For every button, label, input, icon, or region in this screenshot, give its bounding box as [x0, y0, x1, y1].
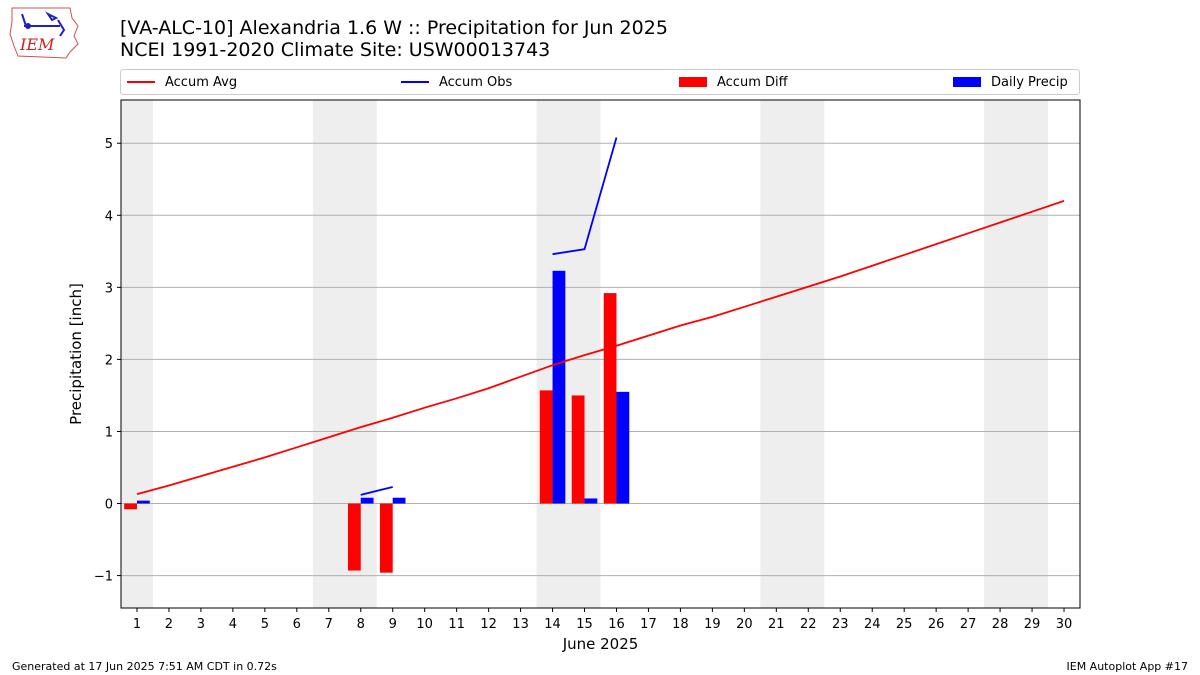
- accum-diff-bar: [571, 395, 585, 504]
- accum-diff-bar: [379, 503, 393, 573]
- x-tick-label: 17: [640, 617, 657, 632]
- daily-precip-bar: [360, 497, 374, 504]
- x-tick-label: 10: [416, 617, 433, 632]
- legend-swatch-accum-obs: [401, 81, 429, 83]
- accum-obs-line: [552, 137, 618, 256]
- y-tick-label: −1: [94, 570, 113, 585]
- x-tick-label: 19: [704, 617, 721, 632]
- y-tick-label: 2: [105, 353, 113, 368]
- footer-app-text: IEM Autoplot App #17: [1066, 660, 1189, 673]
- accum-obs-line: [360, 486, 393, 496]
- x-tick-label: 20: [736, 617, 753, 632]
- y-tick-label: 0: [105, 498, 113, 513]
- x-tick-label: 6: [293, 617, 301, 632]
- y-tick-label: 4: [105, 209, 113, 224]
- x-tick-label: 2: [165, 617, 173, 632]
- accum-avg-line: [136, 200, 1065, 496]
- x-tick-label: 13: [512, 617, 529, 632]
- x-tick-label: 30: [1056, 617, 1073, 632]
- x-tick-label: 4: [229, 617, 237, 632]
- legend-swatch-accum-diff: [679, 77, 707, 87]
- x-tick-label: 29: [1024, 617, 1041, 632]
- legend-item-daily-precip: Daily Precip: [953, 70, 1068, 94]
- footer-generated-text: Generated at 17 Jun 2025 7:51 AM CDT in …: [12, 660, 277, 673]
- x-tick-label: 11: [448, 617, 465, 632]
- daily-precip-bar: [584, 498, 598, 504]
- legend-label-accum-avg: Accum Avg: [165, 74, 238, 90]
- y-tick-label: 5: [105, 137, 113, 152]
- weekend-shading: [121, 100, 153, 608]
- x-tick-label: 14: [544, 617, 561, 632]
- x-tick-label: 9: [389, 617, 397, 632]
- x-tick-label: 22: [800, 617, 817, 632]
- legend-item-accum-diff: Accum Diff: [679, 70, 788, 94]
- x-tick-label: 16: [608, 617, 625, 632]
- legend-swatch-daily-precip: [953, 77, 981, 87]
- chart-legend: Accum Avg Accum Obs Accum Diff Daily Pre…: [120, 69, 1080, 95]
- daily-precip-bar: [552, 270, 566, 504]
- x-tick-label: 26: [928, 617, 945, 632]
- x-tick-label: 12: [480, 617, 497, 632]
- daily-precip-bar: [136, 500, 150, 504]
- svg-text:IEM: IEM: [19, 35, 55, 54]
- weekend-shading: [312, 100, 377, 608]
- x-tick-label: 24: [864, 617, 881, 632]
- x-tick-label: 8: [357, 617, 365, 632]
- x-tick-label: 1: [133, 617, 141, 632]
- iem-logo: IEM: [9, 7, 79, 59]
- y-axis-label: Precipitation [inch]: [67, 283, 85, 425]
- x-axis-label: June 2025: [562, 635, 639, 653]
- legend-label-accum-obs: Accum Obs: [439, 74, 513, 90]
- daily-precip-bar: [392, 497, 406, 504]
- weekend-shading: [984, 100, 1049, 608]
- x-tick-label: 3: [197, 617, 205, 632]
- chart-title: [VA-ALC-10] Alexandria 1.6 W :: Precipit…: [120, 17, 668, 39]
- accum-diff-bar: [603, 293, 617, 504]
- legend-item-accum-avg: Accum Avg: [127, 70, 237, 94]
- x-tick-label: 23: [832, 617, 849, 632]
- y-tick-label: 1: [105, 425, 113, 440]
- daily-precip-bar: [616, 391, 630, 504]
- accum-diff-bar: [539, 390, 553, 504]
- plot-frame: [120, 99, 1081, 609]
- x-tick-label: 25: [896, 617, 913, 632]
- x-tick-label: 15: [576, 617, 593, 632]
- weekend-shading: [760, 100, 825, 608]
- x-tick-label: 27: [960, 617, 977, 632]
- x-tick-label: 28: [992, 617, 1009, 632]
- accum-diff-bar: [124, 503, 137, 510]
- y-tick-label: 3: [105, 281, 113, 296]
- legend-label-daily-precip: Daily Precip: [991, 74, 1068, 90]
- legend-swatch-accum-avg: [127, 81, 155, 83]
- chart-subtitle: NCEI 1991-2020 Climate Site: USW00013743: [120, 39, 551, 61]
- accum-diff-bar: [347, 503, 361, 571]
- x-tick-label: 21: [768, 617, 785, 632]
- x-tick-label: 7: [325, 617, 333, 632]
- legend-item-accum-obs: Accum Obs: [401, 70, 512, 94]
- legend-label-accum-diff: Accum Diff: [717, 74, 788, 90]
- x-tick-label: 18: [672, 617, 689, 632]
- x-tick-label: 5: [261, 617, 269, 632]
